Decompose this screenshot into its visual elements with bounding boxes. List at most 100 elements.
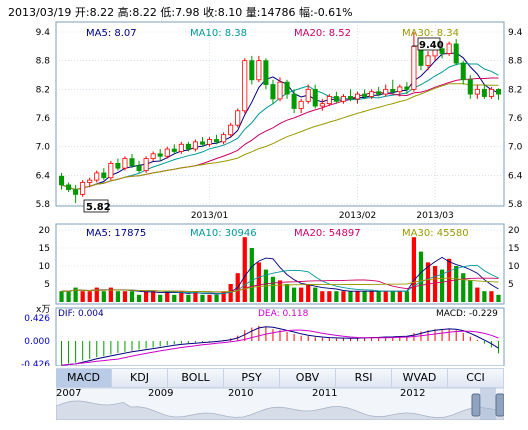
tab-wvad[interactable]: WVAD [392, 369, 448, 387]
candle-body [66, 184, 72, 191]
volume-bar [348, 291, 353, 302]
candle-body [263, 60, 269, 85]
dea-value: 0.118 [283, 309, 309, 319]
price-tick-left: 9.4 [36, 28, 51, 38]
macd-tick: 0.426 [24, 314, 50, 324]
change-value: -0.61% [313, 6, 353, 19]
candlestick [305, 84, 311, 104]
candlestick [94, 170, 100, 183]
volume-bar [200, 294, 205, 302]
candle-body [150, 153, 156, 160]
candle-body [270, 84, 276, 100]
candle-body [446, 43, 452, 54]
navigator-selection[interactable] [480, 388, 496, 420]
candle-body [495, 88, 501, 95]
candle-body [488, 88, 494, 97]
stock-chart[interactable]: 9.4 9.4 8.8 8.8 8.2 8.2 7.6 7.6 7.0 7.0 6.4 6.4 5.8 5… [0, 0, 528, 366]
tab-obv[interactable]: OBV [280, 369, 336, 387]
candle-body [101, 172, 107, 179]
volume-unit: x万 [36, 305, 50, 315]
candlestick [157, 149, 163, 161]
price-tick-left: 5.8 [36, 200, 51, 210]
candlestick [425, 51, 431, 71]
volume-tick-right: 15 [508, 244, 519, 254]
tab-kdj[interactable]: KDJ [112, 369, 168, 387]
candle-body [326, 96, 332, 105]
macd-lines [61, 326, 499, 366]
price-tick-right: 7.6 [508, 114, 523, 124]
volume-ma-line [61, 277, 499, 293]
dea-label: DEA: 0.118 [258, 309, 309, 319]
volume-tick-left: 20 [39, 226, 51, 236]
candle-body [355, 93, 361, 100]
volume-bar [341, 291, 346, 302]
candlestick [185, 141, 191, 152]
price-ma-line [61, 83, 499, 191]
candle-body [347, 96, 353, 100]
price-ma-legend-item: MA20: 8.52 [294, 28, 351, 39]
volume-bar [284, 284, 290, 302]
candle-body [59, 175, 65, 186]
volume-bar [461, 273, 466, 302]
candlestick [256, 55, 262, 83]
time-navigator[interactable]: 2007 2009 2010 2011 2012 [55, 387, 505, 421]
volume-bar [411, 237, 417, 302]
price-tick-left: 8.2 [36, 85, 50, 95]
candle-body [284, 81, 290, 95]
candle-body [305, 88, 311, 102]
tab-rsi[interactable]: RSI [336, 369, 392, 387]
tab-macd[interactable]: MACD [56, 369, 112, 387]
tab-psy[interactable]: PSY [224, 369, 280, 387]
candle-body [333, 96, 339, 102]
max-price-label: 9.40 [419, 40, 444, 51]
navigator-year-label: 2010 [228, 388, 254, 399]
volume-bar [249, 248, 254, 302]
candle-body [425, 55, 431, 66]
candlestick [122, 156, 128, 171]
navigator-left-handle[interactable] [471, 393, 481, 417]
price-x-tick: 2013/02 [339, 211, 376, 221]
candlestick [439, 43, 445, 59]
candle-body [199, 141, 205, 145]
candle-body [87, 179, 93, 183]
candle-body [94, 172, 100, 181]
navigator-right-handle[interactable] [495, 393, 505, 417]
volume-bar [362, 291, 367, 302]
volume-bar [122, 291, 128, 302]
candlestick [263, 58, 269, 90]
tab-boll[interactable]: BOLL [168, 369, 224, 387]
macd-line [61, 326, 499, 366]
price-tick-right: 8.8 [508, 57, 523, 67]
candle-body [192, 141, 198, 150]
candle-body [164, 148, 170, 157]
macd-value: -0.229 [469, 309, 498, 319]
volume-bar [186, 294, 191, 302]
volume-bar [108, 287, 113, 302]
high-label: 高: [117, 6, 133, 19]
candlestick [277, 77, 283, 102]
candle-body [108, 162, 114, 179]
volume-bar [439, 269, 445, 302]
volume-bar [73, 287, 78, 302]
price-tick-left: 7.6 [36, 114, 51, 124]
macd-label: MACD: -0.229 [436, 309, 498, 319]
candlestick [115, 158, 121, 171]
dif-value: 0.004 [78, 309, 104, 319]
max-price-marker: 9.40 [412, 37, 444, 51]
volume-tick-left: 10 [39, 262, 51, 272]
volume-bar [376, 291, 381, 302]
price-tick-left: 7.0 [36, 143, 51, 153]
candle-body [143, 158, 149, 171]
candlestick [397, 84, 403, 97]
volume-bar [242, 237, 247, 302]
volume-bar [447, 258, 452, 302]
price-tick-right: 9.4 [508, 28, 523, 38]
tab-cci[interactable]: CCI [448, 369, 504, 387]
candle-body [235, 110, 241, 126]
navigator-chart[interactable] [55, 387, 505, 421]
price-x-tick: 2013/03 [416, 211, 453, 221]
candle-body [376, 91, 382, 95]
price-ma-legend-item: MA10: 8.38 [190, 28, 247, 39]
candlestick [284, 79, 290, 99]
volume-bar [270, 276, 276, 302]
